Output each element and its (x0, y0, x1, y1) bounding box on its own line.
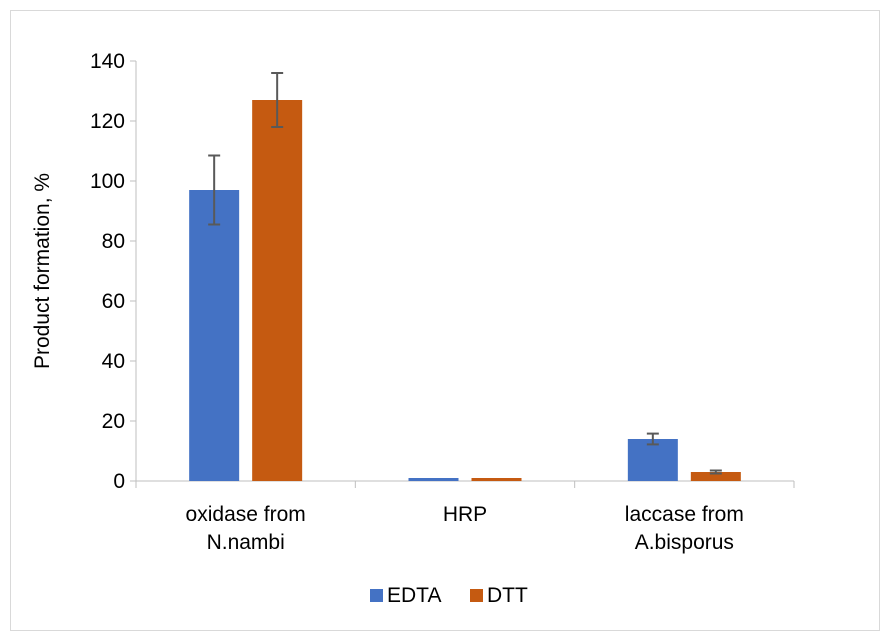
y-tick-label: 0 (113, 470, 125, 493)
bar-dtt-0 (252, 100, 303, 481)
bars (189, 100, 741, 481)
bar-edta-0 (189, 190, 240, 481)
bar-edta-2 (627, 439, 678, 481)
x-category-label: HRP (443, 503, 487, 526)
y-tick-label: 20 (102, 410, 125, 433)
legend-swatch-edta (370, 589, 383, 602)
legend-label-edta: EDTA (387, 584, 441, 607)
y-tick-label: 100 (90, 170, 125, 193)
y-tick-label: 80 (102, 230, 125, 253)
error-bars (208, 72, 722, 475)
y-tick-label: 60 (102, 290, 125, 313)
bar-dtt-2 (690, 472, 741, 481)
legend-swatch-dtt (470, 589, 483, 602)
x-category-label: oxidase from (186, 503, 306, 526)
x-axis-labels: oxidase from N.nambi HRP laccase from A.bisp… (186, 503, 744, 554)
x-category-label: laccase from (625, 503, 744, 526)
bar-edta-1 (408, 478, 459, 481)
y-axis-title: Product formation, % (31, 173, 54, 369)
bar-dtt-1 (471, 478, 522, 481)
y-tick-label: 40 (102, 350, 125, 373)
y-tick-label: 120 (90, 110, 125, 133)
x-category-label: A.bisporus (635, 531, 734, 554)
legend: EDTA DTT (370, 584, 528, 607)
y-axis-ticks: 0 20 40 60 80 100 120 140 (90, 50, 795, 493)
x-category-label: N.nambi (207, 531, 285, 554)
chart-frame (10, 10, 880, 631)
legend-label-dtt: DTT (487, 584, 528, 607)
y-tick-label: 140 (90, 50, 125, 73)
